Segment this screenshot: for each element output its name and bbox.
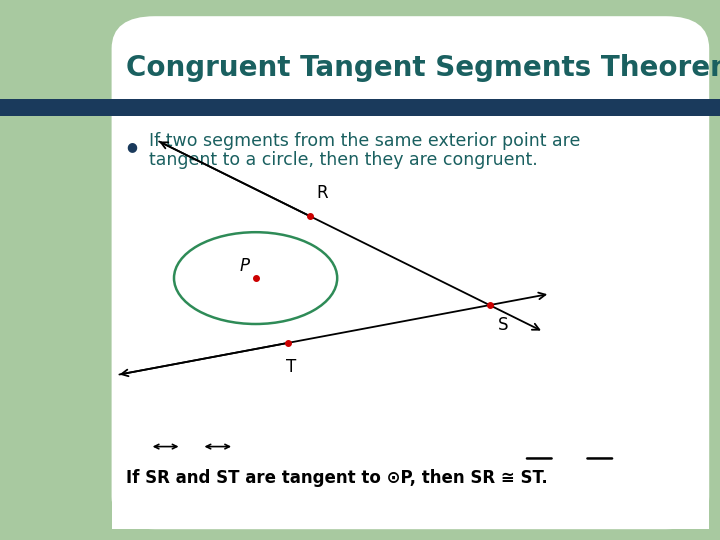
Text: If SR and ST are tangent to ⊙P, then SR ≅ ST.: If SR and ST are tangent to ⊙P, then SR …: [126, 469, 548, 487]
FancyBboxPatch shape: [0, 99, 720, 116]
Text: ●: ●: [126, 140, 137, 153]
Text: P: P: [240, 258, 250, 275]
Text: If two segments from the same exterior point are: If two segments from the same exterior p…: [149, 132, 580, 151]
Text: T: T: [287, 358, 297, 376]
Text: Congruent Tangent Segments Theorem: Congruent Tangent Segments Theorem: [126, 53, 720, 82]
FancyBboxPatch shape: [112, 16, 709, 529]
FancyBboxPatch shape: [112, 151, 709, 529]
Text: tangent to a circle, then they are congruent.: tangent to a circle, then they are congr…: [149, 151, 538, 170]
Text: S: S: [498, 316, 509, 334]
Text: R: R: [317, 185, 328, 202]
